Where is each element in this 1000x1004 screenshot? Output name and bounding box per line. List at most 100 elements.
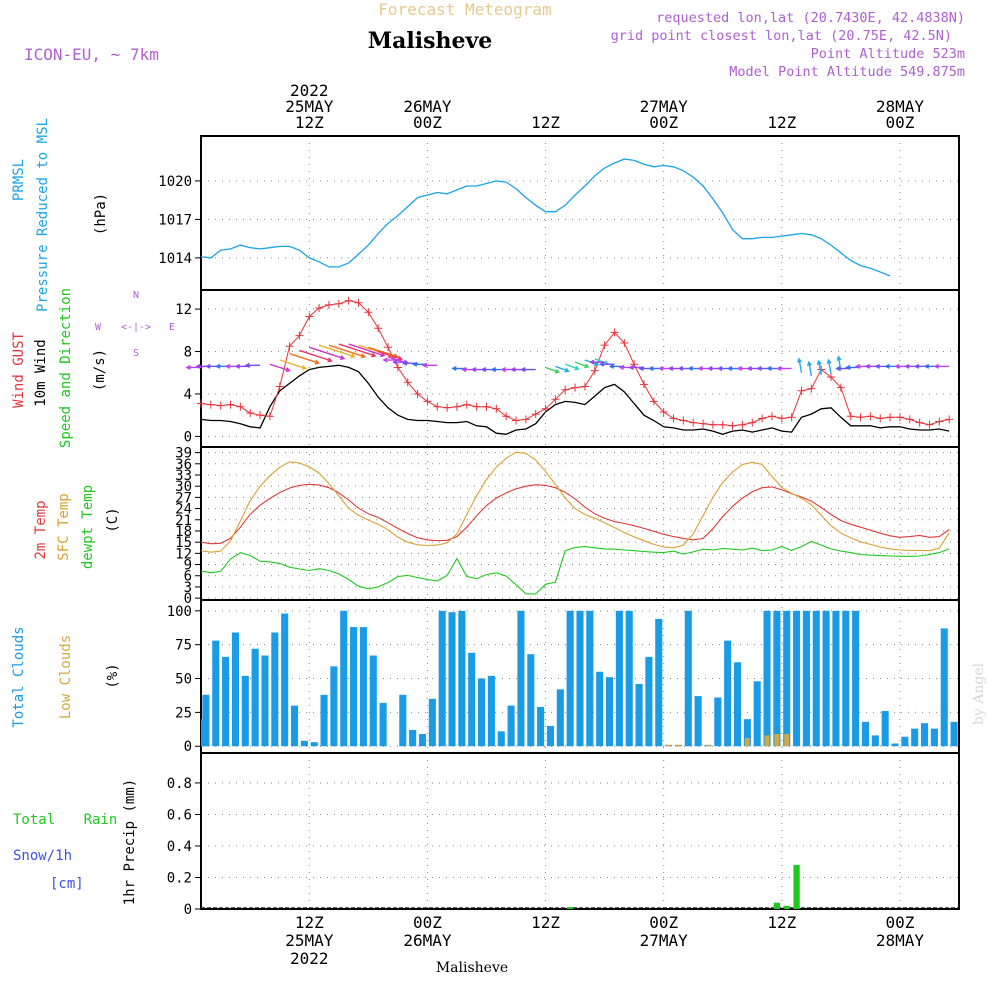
- gust-marker: [600, 341, 609, 350]
- wind-arrow: [574, 361, 590, 369]
- top-time-label: 00Z: [885, 113, 914, 132]
- wind-arrow-head: [826, 358, 832, 365]
- total-cloud-bar: [399, 694, 407, 747]
- wind-arrow: [545, 366, 561, 374]
- total-cloud-bar: [950, 721, 958, 747]
- wind-arrow-head: [480, 367, 487, 373]
- gust-marker: [531, 410, 540, 419]
- compass-s: S: [133, 348, 139, 359]
- temp-unit: (C): [105, 507, 121, 532]
- total-cloud-bar: [773, 610, 781, 747]
- ytick-label: 18: [175, 524, 192, 540]
- bottom-time-label: 00Z: [413, 913, 442, 932]
- wind-arrow-head: [339, 355, 346, 360]
- gridpoint-coords: grid point closest lon,lat (20.75E, 42.5…: [611, 28, 952, 44]
- cloud-label-a: Total Clouds: [11, 626, 27, 727]
- wind-arrow-head: [717, 365, 723, 372]
- precip-unit: 1hr Precip (mm): [122, 779, 138, 905]
- gust-marker: [718, 420, 727, 429]
- wind-arrow: [279, 359, 308, 370]
- gust-marker: [305, 312, 314, 321]
- requested-coords: requested lon,lat (20.7430E, 42.4838N): [656, 10, 965, 26]
- ytick-label: 8: [184, 345, 192, 361]
- gust-marker: [452, 402, 461, 411]
- temp-label-b: SFC Temp: [56, 493, 72, 560]
- gust-marker: [364, 308, 373, 317]
- ytick-label: 0: [184, 429, 192, 445]
- top-time-label: 12Z: [767, 113, 796, 132]
- ytick-label: 3: [184, 580, 192, 596]
- wind-arrow-shaft: [574, 361, 589, 368]
- rain-bar: [783, 905, 790, 909]
- total-cloud-bar: [241, 675, 249, 747]
- wind-arrow-head: [490, 367, 497, 373]
- gust-marker: [216, 401, 225, 410]
- wind-speed-line: [200, 364, 950, 435]
- total-cloud-bar: [546, 725, 555, 747]
- panel-pressure: 1014 1017 1020: [158, 136, 959, 290]
- top-time-label: 12Z: [531, 113, 560, 132]
- total-cloud-bar: [802, 610, 810, 747]
- gust-marker: [433, 402, 442, 411]
- gust-marker: [639, 380, 648, 389]
- wind-arrow-shaft: [309, 346, 345, 360]
- wind-arrow-head: [584, 363, 590, 369]
- compass-e: E: [169, 322, 175, 333]
- total-cloud-bar: [261, 655, 269, 747]
- precip-label-a: Total Rain: [13, 812, 117, 828]
- gust-marker: [797, 386, 806, 395]
- gust-marker: [256, 411, 265, 420]
- top-time-label: 00Z: [413, 113, 442, 132]
- gust-marker: [905, 415, 914, 424]
- wind-arrow-head: [285, 367, 291, 373]
- total-cloud-bar: [625, 610, 633, 747]
- panel-frame: [200, 135, 960, 291]
- faint-title: Forecast Meteogram: [378, 0, 551, 19]
- gust-marker: [777, 414, 786, 423]
- gust-marker: [748, 418, 757, 427]
- low-cloud-bar: [705, 744, 711, 747]
- wind-arrow-head: [776, 365, 782, 372]
- wind-label-a: Wind GUST: [11, 332, 27, 408]
- low-cloud-bar: [764, 735, 770, 747]
- gust-marker: [590, 366, 599, 375]
- wind-arrow-shaft: [564, 363, 579, 370]
- total-cloud-bar: [556, 689, 564, 747]
- wind-arrow: [289, 352, 320, 365]
- wind-arrow-head: [554, 368, 561, 374]
- bottom-time-label: 27MAY: [640, 931, 689, 950]
- wind-arrow-head: [707, 365, 713, 372]
- total-cloud-bar: [684, 610, 692, 747]
- wind-arrow: [776, 365, 792, 372]
- compass-rose: N S W E <-|->: [95, 290, 175, 359]
- wind-arrow-head: [574, 365, 580, 371]
- wind-arrow-head: [836, 355, 842, 361]
- gust-marker: [315, 304, 324, 313]
- wind-arrow: [269, 363, 291, 373]
- wind-arrow-head: [894, 363, 900, 369]
- wind-arrow-shaft: [318, 344, 355, 358]
- total-cloud-bar: [330, 666, 338, 747]
- gust-marker: [649, 397, 658, 406]
- gust-marker: [679, 416, 688, 425]
- total-cloud-bar: [369, 655, 377, 747]
- total-cloud-bar: [694, 696, 702, 747]
- wind-arrow-head: [677, 365, 684, 372]
- total-cloud-bar: [733, 662, 742, 747]
- top-time-label: 00Z: [649, 113, 678, 132]
- ytick-label: 27: [175, 490, 192, 506]
- total-cloud-bar: [409, 729, 417, 747]
- total-cloud-bar: [271, 632, 279, 747]
- wind-arrow-head: [301, 365, 308, 370]
- wind-arrow-head: [766, 365, 772, 372]
- gust-marker: [767, 412, 776, 421]
- credit-watermark: by Angel: [971, 662, 987, 725]
- wind-arrow: [598, 361, 615, 367]
- wind-arrow-head: [854, 363, 861, 369]
- ytick-label: 100: [167, 604, 192, 620]
- total-cloud-bar: [497, 731, 505, 747]
- total-cloud-bar: [763, 610, 771, 747]
- gust-marker: [295, 331, 304, 340]
- gust-marker: [236, 402, 245, 411]
- compass-n: N: [133, 290, 139, 301]
